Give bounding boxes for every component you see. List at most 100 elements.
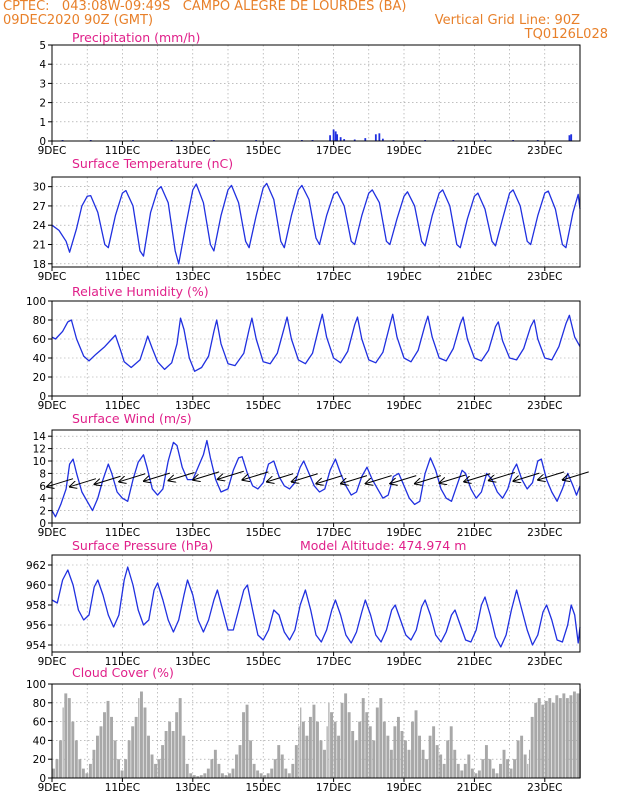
precip-xtick-label: 13DEC xyxy=(175,145,210,157)
cloud-cover-bar xyxy=(477,770,481,778)
cloud-cover-bar xyxy=(178,698,182,778)
cloud-cover-bar xyxy=(467,754,471,778)
header-location: CPTEC: 043:08W-09:49S CAMPO ALEGRE DE LO… xyxy=(3,0,407,14)
cloud-cover-bar xyxy=(328,702,330,778)
cloud-cover-bar xyxy=(124,759,128,778)
wind-arrow xyxy=(440,474,466,483)
cloud-xtick-label: 21DEC xyxy=(457,782,492,794)
cloud-cover-bar xyxy=(562,693,566,778)
cloud-cover-bar xyxy=(300,707,302,778)
wind-arrow xyxy=(390,475,417,484)
cloud-cover-bar xyxy=(499,763,502,778)
cloud-cover-bar xyxy=(509,768,513,778)
cloud-cover-bar xyxy=(210,759,214,778)
pressure-ytick-label: 954 xyxy=(26,640,46,652)
precip-bar xyxy=(378,133,381,141)
cloud-cover-bar xyxy=(488,759,492,778)
pressure-panel: 954 956 958 960 962 9DEC 11DEC 13DEC 15DEC 17DEC 1… xyxy=(26,538,581,668)
wind-arrow xyxy=(489,472,515,481)
cloud-cover-bar xyxy=(103,712,106,778)
cloud-cover-bar xyxy=(256,770,260,778)
wind-arrow xyxy=(119,473,146,482)
wind-arrow xyxy=(464,473,491,482)
temp-ytick-label: 24 xyxy=(33,220,47,232)
precip-xtick-label: 19DEC xyxy=(386,145,421,157)
cloud-cover-bar xyxy=(203,773,207,778)
wind-xtick-label: 11DEC xyxy=(105,527,140,539)
cloud-cover-bar xyxy=(196,776,200,778)
temp-xtick-label: 11DEC xyxy=(105,271,140,283)
cloud-cover-bar xyxy=(110,716,113,778)
cloud-xtick-label: 13DEC xyxy=(175,782,210,794)
cloud-cover-bar xyxy=(175,712,179,778)
cloud-cover-bar xyxy=(474,773,478,778)
cloud-cover-bar xyxy=(249,740,253,778)
rh-ytick-label: 100 xyxy=(26,296,46,308)
cloud-cover-bar xyxy=(323,749,326,778)
temp-ytick-label: 21 xyxy=(33,240,46,252)
cloud-cover-bar xyxy=(558,698,562,778)
rh-xtick-label: 11DEC xyxy=(105,400,140,412)
cloud-cover-bar xyxy=(294,745,298,778)
rh-xtick-label: 15DEC xyxy=(245,400,280,412)
cloud-panel: 0 20 40 60 80 100 9DEC 11DEC 13DEC 15DEC 17DEC 19DE… xyxy=(26,665,581,794)
wind-title: Surface Wind (m/s) xyxy=(72,411,192,426)
cloud-cover-bar xyxy=(143,707,147,778)
cloud-cover-bar xyxy=(78,759,82,778)
cloud-cover-bar xyxy=(495,773,499,778)
cloud-cover-bar xyxy=(565,698,569,778)
cloud-cover-bar xyxy=(484,745,488,778)
cloud-cover-bar xyxy=(544,700,548,778)
precip-bar xyxy=(329,135,331,141)
cloud-cover-bar xyxy=(425,759,429,778)
cloud-cover-bar xyxy=(64,693,68,778)
cloud-xtick-label: 11DEC xyxy=(105,782,140,794)
wind-arrow xyxy=(316,475,343,484)
rh-xtick-label: 9DEC xyxy=(38,400,67,412)
wind-arrow xyxy=(168,472,195,481)
pressure-xtick-label: 11DEC xyxy=(105,656,140,668)
cloud-ytick-label: 100 xyxy=(26,679,46,691)
cloud-cover-bar xyxy=(555,695,559,778)
cloud-cover-bar xyxy=(442,763,446,778)
cloud-cover-bar xyxy=(361,698,365,778)
precip-ytick-label: 0 xyxy=(39,136,46,148)
cloud-cover-bar xyxy=(523,754,527,778)
temp-ytick-label: 30 xyxy=(33,182,46,194)
precip-bar xyxy=(339,137,342,141)
cloud-cover-bar xyxy=(280,754,284,778)
wind-xtick-label: 23DEC xyxy=(527,527,562,539)
header-code: TQ0126L028 xyxy=(524,27,608,42)
cloud-cover-bar xyxy=(572,691,576,778)
pressure-xtick-label: 15DEC xyxy=(245,656,280,668)
cloud-cover-bar xyxy=(164,731,168,778)
cloud-cover-bar xyxy=(55,759,59,778)
pressure-xtick-label: 21DEC xyxy=(457,656,492,668)
cloud-cover-bar xyxy=(411,721,414,778)
wind-ytick-label: 6 xyxy=(39,481,46,493)
cloud-cover-bar xyxy=(206,768,210,778)
cloud-cover-bar xyxy=(569,695,573,778)
cloud-cover-bar xyxy=(365,712,369,778)
cloud-cover-bar xyxy=(71,721,75,778)
temp-plot-bg xyxy=(52,177,580,267)
pressure-plot-bg xyxy=(52,555,580,652)
wind-arrow xyxy=(144,472,170,481)
cloud-cover-bar xyxy=(460,770,464,778)
cloud-cover-bar xyxy=(81,768,85,778)
cloud-ytick-label: 40 xyxy=(33,735,46,747)
cloud-cover-bar xyxy=(330,712,333,778)
cloud-cover-bar xyxy=(375,707,379,778)
wind-xtick-label: 9DEC xyxy=(38,527,67,539)
temp-frame xyxy=(51,176,581,268)
cloud-xtick-label: 19DEC xyxy=(386,782,421,794)
cloud-frame xyxy=(51,683,581,779)
temp-xtick-label: 13DEC xyxy=(175,271,210,283)
precip-ytick-label: 3 xyxy=(39,78,46,90)
precip-xtick-label: 21DEC xyxy=(457,145,492,157)
rh-ytick-label: 0 xyxy=(39,391,46,403)
pressure-xtick-label: 23DEC xyxy=(527,656,562,668)
cloud-cover-bar xyxy=(259,773,263,778)
